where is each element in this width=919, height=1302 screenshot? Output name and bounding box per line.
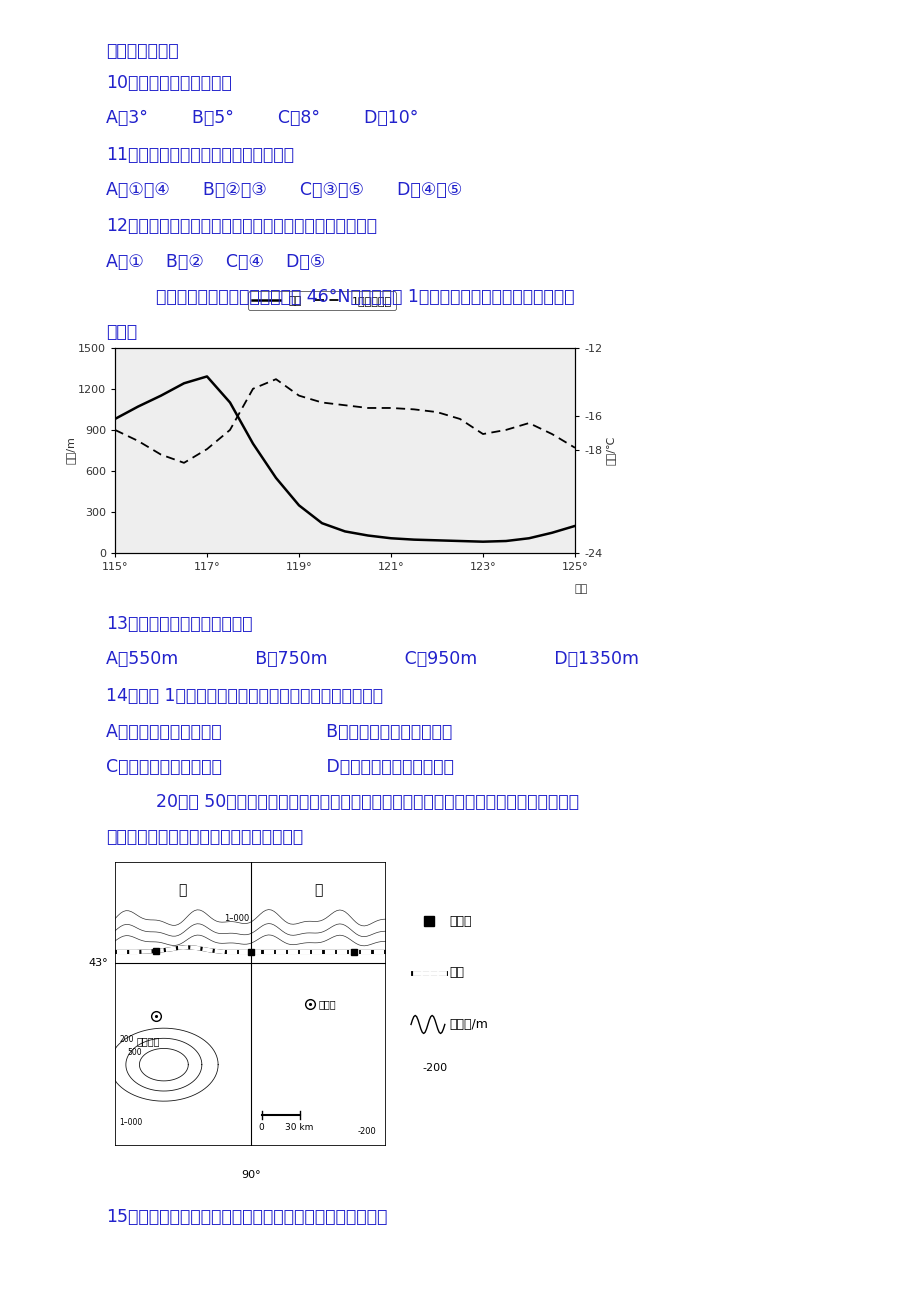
Text: 等高线/m: 等高线/m (449, 1018, 488, 1031)
Text: 1–000: 1–000 (224, 914, 249, 923)
Text: 12．从地形和降水条件分析，最易发生泥石流的网格区是: 12．从地形和降水条件分析，最易发生泥石流的网格区是 (106, 217, 377, 236)
Text: 铁路: 铁路 (449, 966, 464, 979)
Text: 0: 0 (258, 1122, 264, 1131)
Text: 1–000: 1–000 (119, 1118, 142, 1128)
Text: 43°: 43° (89, 958, 108, 969)
Text: 200: 200 (119, 1035, 133, 1044)
Text: 吐鲁番市: 吐鲁番市 (137, 1036, 160, 1047)
Text: 500: 500 (127, 1048, 142, 1056)
Text: 11．人口密度差値最大的两个网格区是: 11．人口密度差値最大的两个网格区是 (106, 146, 293, 164)
Text: 经度: 经度 (574, 585, 587, 594)
Text: A．3°        B．5°        C．8°        D．10°: A．3° B．5° C．8° D．10° (106, 109, 418, 128)
Text: 30 km: 30 km (285, 1122, 313, 1131)
Text: 火车站: 火车站 (449, 915, 471, 928)
Text: 14．图中 1月份平均气温曲线出现最大峰値的主要原因是: 14．图中 1月份平均气温曲线出现最大峰値的主要原因是 (106, 687, 382, 706)
Text: 10．经纬网的纬线间距为: 10．经纬网的纬线间距为 (106, 74, 232, 92)
Y-axis label: 温度/℃: 温度/℃ (605, 436, 615, 465)
Text: C．气流下沉，罔风效应                   D．暖气团受阻，锋面停滙: C．气流下沉，罔风效应 D．暖气团受阻，锋面停滙 (106, 758, 453, 776)
Text: 山: 山 (314, 883, 323, 897)
Text: -200: -200 (357, 1126, 377, 1135)
Text: 鄯善县: 鄯善县 (318, 999, 335, 1009)
Legend: 海拔, 1月平均气温: 海拔, 1月平均气温 (247, 292, 396, 310)
Text: 90°: 90° (241, 1170, 260, 1180)
Text: A．①和④      B．②和③      C．③和⑤      D．④和⑤: A．①和④ B．②和③ C．③和⑤ D．④和⑤ (106, 181, 461, 199)
Text: 15．推测外国专家在图示区域铁路选线时考虑的主导因素是: 15．推测外国专家在图示区域铁路选线时考虑的主导因素是 (106, 1208, 387, 1226)
Y-axis label: 海拔/m: 海拔/m (65, 436, 75, 465)
Text: A．地势较低，气温较高                   B．水汽充足，保温作用强: A．地势较低，气温较高 B．水汽充足，保温作用强 (106, 723, 451, 741)
Text: 下图为我国东北地区（局部）沿 46°N地形坡面与 1月平均气温分布图。据此完成下列: 下图为我国东北地区（局部）沿 46°N地形坡面与 1月平均气温分布图。据此完成下… (156, 288, 574, 306)
Text: A．①    B．②    C．④    D．⑤: A．① B．② C．④ D．⑤ (106, 253, 324, 271)
Text: 20世纪 50年代，在外国专家的指导下，我国修建了兰新铁路。兰新铁路在新疆吐鲁番附: 20世纪 50年代，在外国专家的指导下，我国修建了兰新铁路。兰新铁路在新疆吐鲁番… (156, 793, 579, 811)
Text: 天: 天 (178, 883, 187, 897)
Text: 近的线路如图所示。读图，完成下列问题。: 近的线路如图所示。读图，完成下列问题。 (106, 828, 302, 846)
Text: -200: -200 (422, 1064, 447, 1073)
Text: 回答下列各题。: 回答下列各题。 (106, 42, 178, 60)
Text: 各题。: 各题。 (106, 323, 137, 341)
Text: 13．图中气温最高点的海拔为: 13．图中气温最高点的海拔为 (106, 615, 252, 633)
Text: A．550m              B．750m              C．950m              D．1350m: A．550m B．750m C．950m D．1350m (106, 650, 638, 668)
